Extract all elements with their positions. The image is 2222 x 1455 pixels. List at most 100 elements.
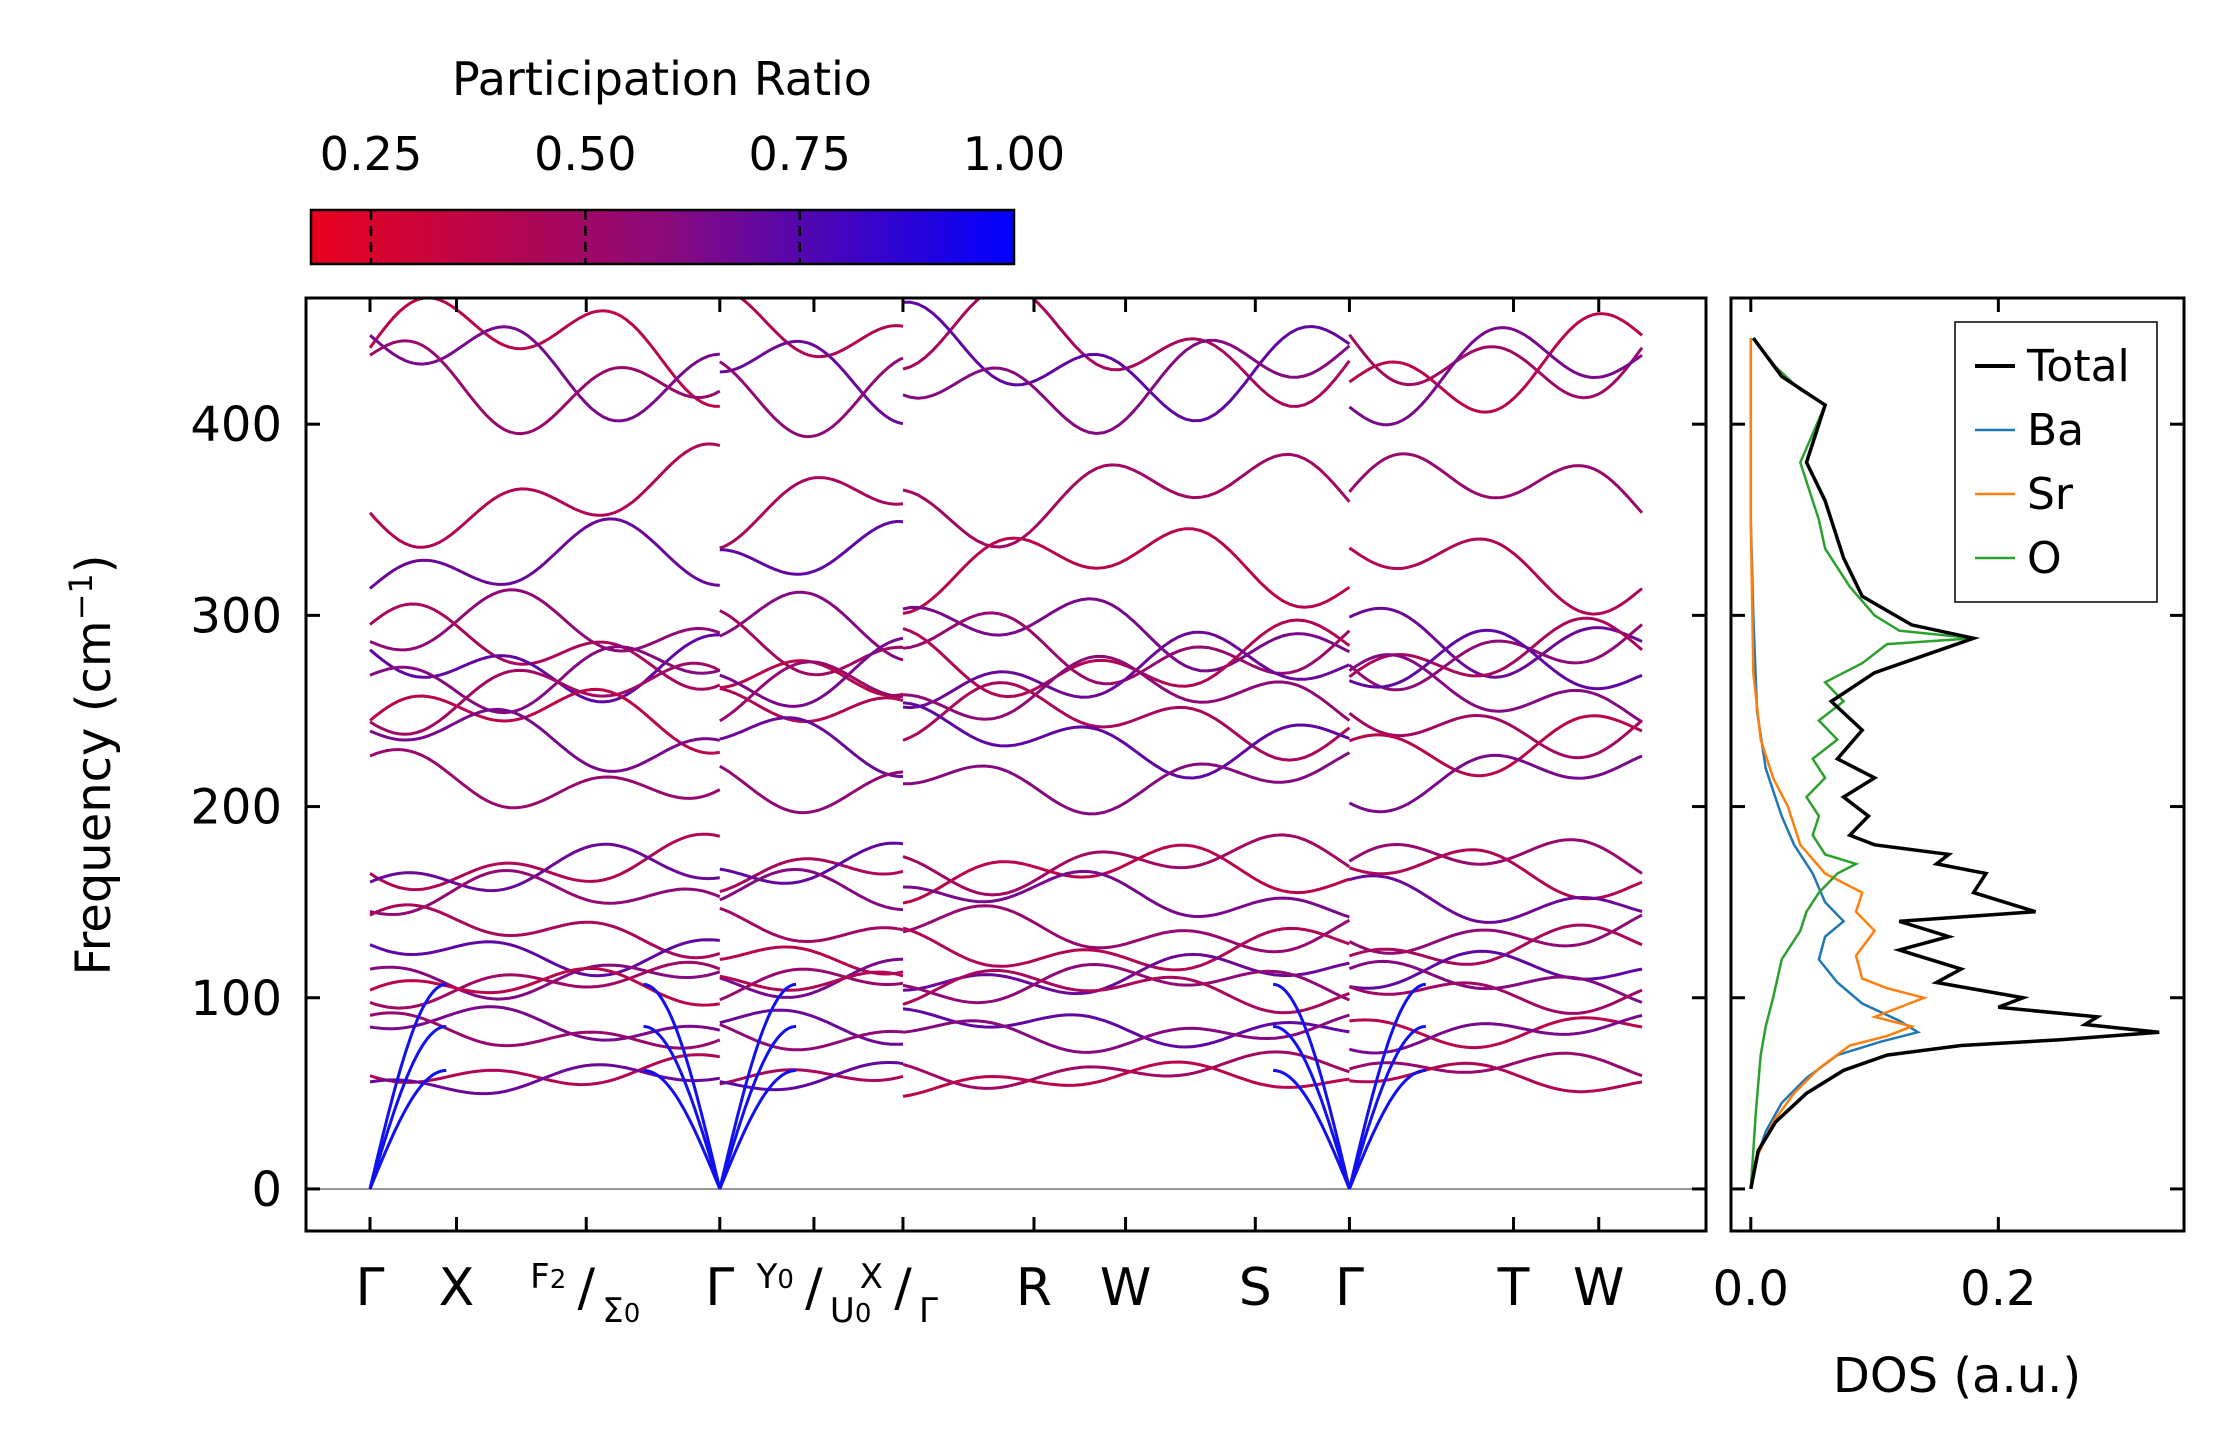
phonon-band [719,841,904,885]
phonon-band [1348,312,1643,414]
phonon-band [719,1061,904,1092]
phonon-bands [368,298,1644,1190]
compound-label-denominator: Γ [919,1291,938,1331]
phonon-band [902,527,1351,615]
phonon-band [719,687,904,724]
phonon-band [1348,959,1643,1004]
phonon-band [902,1007,1350,1049]
phonon-band [368,298,720,408]
phonon-band [1349,1013,1643,1055]
phonon-band [1348,714,1643,778]
compound-label-denominator: Σ0 [602,1291,640,1331]
acoustic-branch [1348,1068,1426,1190]
legend-label: Total [2026,341,2130,392]
legend-frame [1954,321,2158,603]
y-axis-label-main: Frequency (cm [66,620,122,975]
phonon-band [369,963,721,1001]
phonon-band [1348,848,1643,901]
phonon-band [369,687,720,755]
phonon-band [1349,949,1643,990]
phonon-band [719,716,903,778]
phonon-band [1348,913,1643,955]
acoustic-branch [1272,1024,1351,1190]
dos-x-axis-label: DOS (a.u.) [1833,1348,2081,1404]
phonon-band [719,1023,904,1052]
phonon-band [902,1060,1350,1098]
phonon-band [1349,1061,1643,1094]
phonon-band [902,338,1351,436]
dos-legend: Total Ba Sr O [1954,321,2158,603]
compound-k-label: X / Γ [860,1257,938,1331]
phonon-band [719,590,904,662]
phonon-band [902,904,1351,954]
phonon-band [902,630,1350,710]
band-y-tick-label: 400 [190,397,282,453]
acoustic-branch [643,1068,722,1190]
acoustic-branch [1272,1068,1351,1190]
dos-x-tick-label: 0.0 [1713,1261,1789,1317]
phonon-band [369,707,721,773]
dos-axes-frame [1729,296,2186,1233]
phonon-band [719,764,904,815]
dos-y-ticks [1731,422,2184,1191]
colorbar-tick-label: 0.50 [534,127,636,181]
acoustic-branch [1347,1024,1426,1190]
phonon-band [719,636,904,708]
phonon-band [902,452,1351,549]
colorbar-tick-label: 0.25 [320,127,422,181]
phonon-band [1348,537,1643,616]
band-x-tick-label: Γ [1335,1258,1364,1318]
phonon-band [1348,452,1644,514]
legend-label: Sr [2027,469,2074,520]
phonon-band [902,1050,1350,1090]
band-x-tick-label: W [1100,1258,1151,1318]
phonon-band [1348,333,1644,400]
acoustic-branch [718,982,797,1190]
phonon-band [719,476,904,550]
phonon-band [1348,623,1643,692]
band-x-tick-label: Γ [705,1258,734,1318]
phonon-band [738,298,904,359]
acoustic-branch [643,1024,722,1190]
y-axis-label-close: ) [66,554,122,573]
phonon-band [1348,923,1643,966]
colorbar-tick-label: 1.00 [963,127,1065,181]
phonon-band [902,926,1350,972]
phonon-band [718,356,904,439]
compound-label-numerator: F2 [530,1257,566,1297]
dos-series-ba [1749,338,1922,1190]
compound-k-label: F2 /Σ0 [530,1257,640,1331]
phonon-band [1348,606,1643,679]
compound-k-label: Y0 /U0 [756,1257,872,1331]
phonon-band [902,1013,1350,1054]
phonon-band [902,654,1351,722]
phonon-band [902,751,1351,816]
acoustic-branch [1272,982,1351,1190]
band-y-tick-label: 200 [190,780,282,836]
compound-label-numerator: X [860,1257,883,1297]
y-axis-label: Frequency (cm−1) [62,554,122,975]
phonon-band [1348,326,1643,427]
colorbar-gradient [309,208,1016,266]
compound-label-slash: / [577,1258,595,1318]
acoustic-branch [368,1068,447,1190]
phonon-band [902,833,1351,897]
band-x-tick-label: X [439,1258,475,1318]
phonon-band [369,966,721,1007]
colorbar-ticks: 0.25 0.50 0.75 1.00 [320,127,1065,264]
band-x-tick-label: W [1573,1258,1624,1318]
phonon-band [719,660,904,723]
phonon-band [719,339,904,426]
band-x-tick-label: R [1016,1258,1052,1318]
phonon-band [719,868,904,912]
phonon-band [1349,1016,1643,1050]
band-y-tick-label: 100 [190,971,282,1027]
phonon-band [369,938,720,978]
phonon-band [1348,874,1643,924]
phonon-band [1348,981,1643,1015]
dos-series-o [1749,337,1974,1189]
dos-series-sr [1749,338,1929,1190]
phonon-band [369,1011,721,1050]
